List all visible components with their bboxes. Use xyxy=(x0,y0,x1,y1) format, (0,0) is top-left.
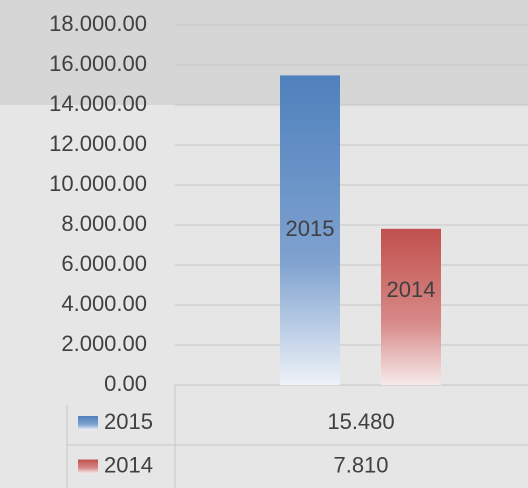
y-tick-label: 12.000.00 xyxy=(49,131,147,156)
legend-key xyxy=(78,416,98,430)
bar xyxy=(280,75,340,386)
bar xyxy=(381,228,441,385)
y-tick-label: 0.00 xyxy=(104,371,147,396)
background-band xyxy=(0,0,528,105)
data-label: 2014 xyxy=(387,277,436,302)
y-tick-label: 2.000.00 xyxy=(61,331,147,356)
data-label: 2015 xyxy=(286,216,335,241)
table-value: 15.480 xyxy=(327,409,394,434)
y-tick-label: 14.000.00 xyxy=(49,91,147,116)
y-tick-label: 4.000.00 xyxy=(61,291,147,316)
legend-label: 2014 xyxy=(104,452,153,477)
y-tick-label: 18.000.00 xyxy=(49,11,147,36)
y-tick-label: 10.000.00 xyxy=(49,171,147,196)
y-tick-label: 16.000.00 xyxy=(49,51,147,76)
y-tick-label: 8.000.00 xyxy=(61,211,147,236)
y-tick-label: 6.000.00 xyxy=(61,251,147,276)
legend-key xyxy=(78,459,98,474)
legend-label: 2015 xyxy=(104,409,153,434)
table-value: 7.810 xyxy=(333,452,388,477)
